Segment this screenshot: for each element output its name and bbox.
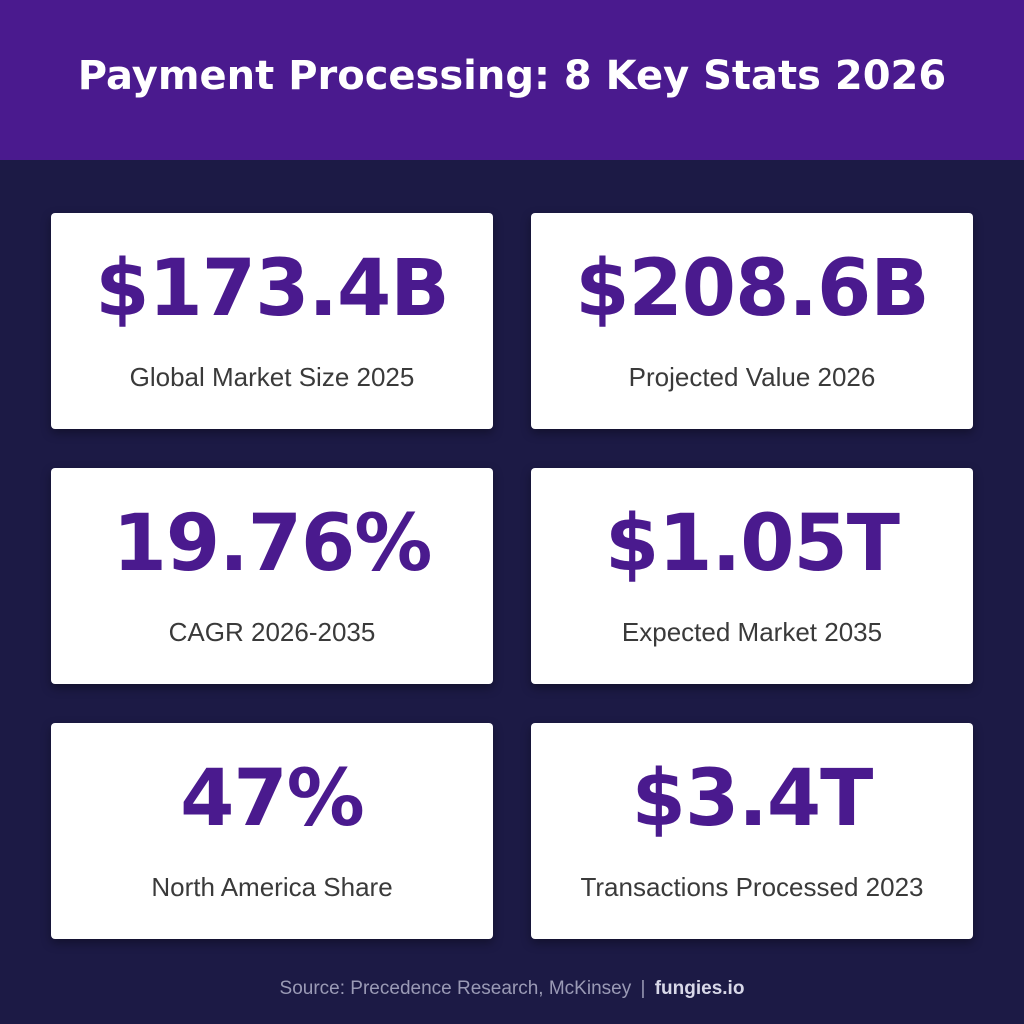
stat-label: Expected Market 2035 xyxy=(621,616,883,647)
stat-value: 47% xyxy=(180,753,365,844)
stat-card-cagr: 19.76% CAGR 2026-2035 xyxy=(51,468,493,684)
stat-value: 19.76% xyxy=(112,498,433,589)
source-text: Source: Precedence Research, McKinsey xyxy=(279,978,632,999)
stat-card-projected-value: $208.6B Projected Value 2026 xyxy=(531,213,973,429)
stat-value: $208.6B xyxy=(575,243,929,334)
stat-value: $3.4T xyxy=(631,753,874,844)
footer-separator: | xyxy=(640,978,646,999)
stat-label: Global Market Size 2025 xyxy=(129,361,415,392)
stats-grid: $173.4B Global Market Size 2025 $208.6B … xyxy=(51,213,973,939)
stat-label: North America Share xyxy=(151,871,393,902)
stat-value: $1.05T xyxy=(605,498,900,589)
stat-label: CAGR 2026-2035 xyxy=(168,616,376,647)
stat-label: Projected Value 2026 xyxy=(628,361,876,392)
stat-card-global-market-size: $173.4B Global Market Size 2025 xyxy=(51,213,493,429)
stat-card-expected-market: $1.05T Expected Market 2035 xyxy=(531,468,973,684)
page-title: Payment Processing: 8 Key Stats 2026 xyxy=(77,53,947,99)
stat-card-north-america-share: 47% North America Share xyxy=(51,723,493,939)
stat-card-transactions-processed: $3.4T Transactions Processed 2023 xyxy=(531,723,973,939)
stat-label: Transactions Processed 2023 xyxy=(580,871,924,902)
footer-source: Source: Precedence Research, McKinsey | … xyxy=(0,978,1024,1000)
stat-value: $173.4B xyxy=(95,243,449,334)
brand-link[interactable]: fungies.io xyxy=(654,978,745,999)
header-banner: Payment Processing: 8 Key Stats 2026 xyxy=(0,0,1024,160)
